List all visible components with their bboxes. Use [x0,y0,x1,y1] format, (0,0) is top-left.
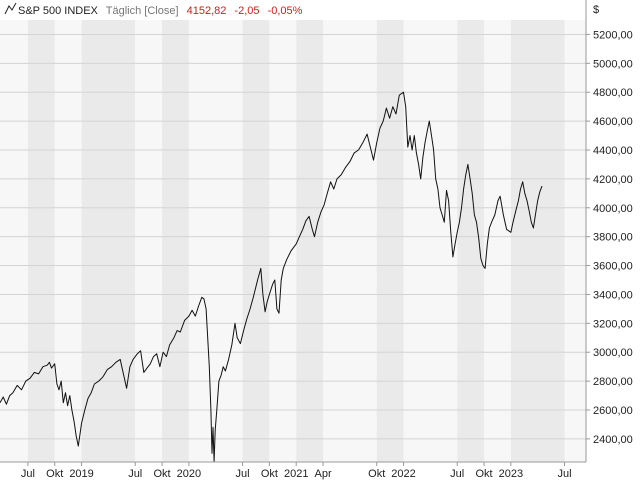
time-band [457,20,485,462]
x-tick-label: Jul [236,468,250,480]
time-band [403,20,458,462]
y-tick-label: 3000,00 [593,347,633,359]
time-band [296,20,324,462]
y-tick-label: 4400,00 [593,145,633,157]
time-band [135,20,163,462]
x-tick-label: Okt [261,468,278,480]
svg-text:S&P 500 INDEX Täglich: S&P 500 INDEX Täglich [Close] 4152,82 -2… [18,5,303,17]
x-tick-label: Okt [368,468,385,480]
price-change-percent: -0,05% [268,5,303,17]
x-tick-label: Jul [21,468,35,480]
x-tick-label: 2021 [284,468,308,480]
x-tick-label: 2019 [69,468,93,480]
time-band [564,20,586,462]
y-tick-label: 3600,00 [593,261,633,273]
symbol-name: S&P 500 INDEX [18,5,99,17]
x-tick-label: Jul [558,468,572,480]
x-tick-label: Okt [153,468,170,480]
series-layer [0,91,543,463]
y-tick-label: 3400,00 [593,289,633,301]
time-band [510,20,565,462]
series-line [0,91,543,463]
y-tick-label: 2600,00 [593,405,633,417]
time-bands [0,20,586,462]
y-tick-label: 4800,00 [593,87,633,99]
last-price: 4152,82 [187,5,227,17]
y-tick-label: 3200,00 [593,318,633,330]
y-axis-ticks: 2400,00 2600,00 2800,00 3000,00 3200,00 3400,… [586,29,633,446]
line-chart-icon [4,2,17,15]
y-tick-label: 2400,00 [593,434,633,446]
y-tick-label: 3800,00 [593,232,633,244]
x-tick-label: 2022 [391,468,415,480]
x-tick-label: Jul [128,468,142,480]
y-tick-label: 4200,00 [593,174,633,186]
y-tick-label: 4600,00 [593,116,633,128]
time-band [484,20,511,462]
x-tick-label: 2023 [499,468,523,480]
time-band [27,20,55,462]
y-tick-label: 5000,00 [593,58,633,70]
x-tick-label: Apr [314,468,331,480]
time-band [376,20,404,462]
y-tick-label: 4000,00 [593,203,633,215]
time-band [188,20,243,462]
currency-label: $ [593,4,599,16]
time-band [54,20,82,462]
time-band [162,20,189,462]
chart-header: S&P 500 INDEX Täglich [Close] 4152,82 -2… [4,2,303,17]
time-band [0,20,28,462]
time-band [269,20,297,462]
y-tick-label: 5200,00 [593,29,633,41]
x-tick-label: Okt [46,468,63,480]
x-tick-label: Okt [475,468,492,480]
price-change: -2,05 [234,5,259,17]
x-axis-ticks: Jul Okt 2019 Jul Okt 2020 Jul Okt 2021 Apr Okt 2022… [21,462,572,480]
interval-label: Täglich [Close] [106,5,179,17]
y-tick-label: 2800,00 [593,376,633,388]
time-band [323,20,377,462]
grid-lines [0,33,586,440]
time-band [242,20,270,462]
x-tick-label: Jul [450,468,464,480]
x-tick-label: 2020 [177,468,201,480]
